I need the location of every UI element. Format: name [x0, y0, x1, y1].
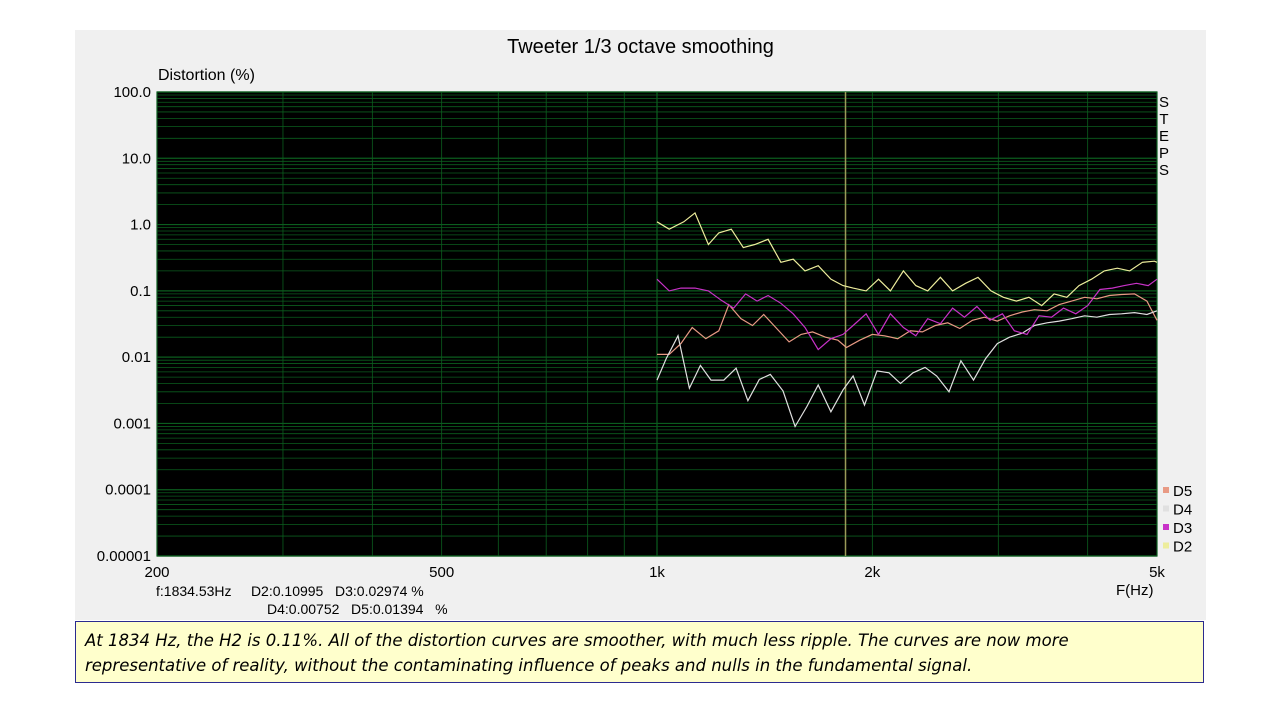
x-tick-labels: 200 500 1k 2k 5k — [144, 564, 1165, 581]
y-tick-label: 10.0 — [122, 150, 151, 167]
legend-swatch — [1163, 542, 1169, 549]
x-tick-label: 2k — [864, 564, 880, 581]
readout-line-1: f:1834.53Hz D2:0.10995 D3:0.02974 % — [156, 583, 424, 599]
y-axis-label: Distortion (%) — [158, 67, 255, 84]
x-tick-label: 500 — [429, 564, 454, 581]
legend-swatch — [1163, 505, 1169, 512]
chart-title: Tweeter 1/3 octave smoothing — [507, 36, 774, 58]
legend-label: D4 — [1173, 502, 1192, 519]
x-axis-label: F(Hz) — [1116, 582, 1154, 599]
steps-letter: E — [1159, 128, 1169, 145]
series-line-d3 — [656, 278, 1158, 351]
series-line-d2 — [656, 211, 1158, 307]
x-tick-label: 5k — [1149, 564, 1165, 581]
legend-swatch — [1163, 487, 1169, 493]
legend-label: D5 — [1173, 483, 1192, 500]
series-line-d5 — [657, 293, 1158, 355]
legend-swatch — [1163, 524, 1169, 530]
legend-label: D2 — [1173, 539, 1192, 556]
y-tick-label: 1.0 — [130, 217, 151, 234]
chart-panel: Tweeter 1/3 octave smoothing Distortion … — [75, 30, 1206, 620]
y-tick-label: 0.01 — [122, 349, 151, 366]
x-tick-label: 200 — [144, 564, 169, 581]
steps-letter: P — [1159, 145, 1169, 162]
y-tick-label: 0.0001 — [105, 482, 151, 499]
steps-letter: S — [1159, 94, 1169, 111]
x-tick-label: 1k — [649, 564, 665, 581]
chart-svg: 100.0 10.0 1.0 0.1 0.01 0.001 0.0001 0.00001 20… — [97, 84, 1192, 581]
plot-border — [156, 91, 1158, 557]
legend-label: D3 — [1173, 520, 1192, 537]
y-tick-label: 100.0 — [113, 84, 151, 101]
readout-line-2: D4:0.00752 D5:0.01394 % — [267, 601, 448, 617]
y-tick-label: 0.00001 — [97, 548, 151, 565]
steps-letter: S — [1159, 162, 1169, 179]
grid — [156, 91, 1158, 557]
y-tick-labels: 100.0 10.0 1.0 0.1 0.01 0.001 0.0001 0.00001 — [97, 84, 151, 565]
cursor-readout: f:1834.53Hz D2:0.10995 D3:0.02974 % D4:0… — [156, 582, 448, 618]
y-tick-label: 0.1 — [130, 283, 151, 300]
y-tick-label: 0.001 — [113, 415, 151, 432]
steps-letter: T — [1159, 111, 1168, 128]
series-group — [656, 211, 1158, 428]
series-line-d4 — [656, 310, 1158, 428]
slide-caption: At 1834 Hz, the H2 is 0.11%. All of the … — [75, 621, 1204, 683]
